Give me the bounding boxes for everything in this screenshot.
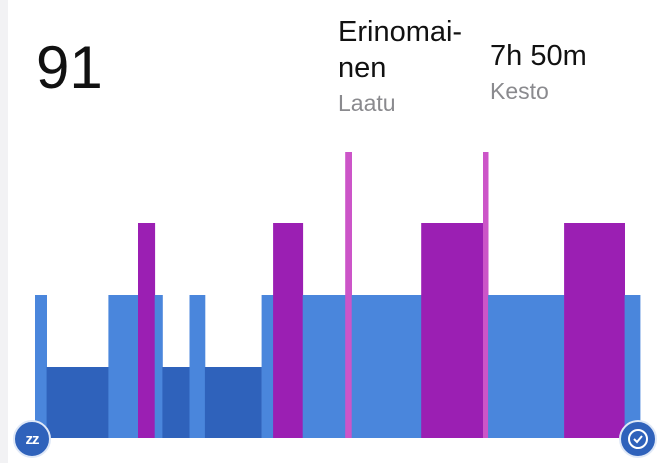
zz-glyph: zz [25, 430, 40, 448]
quality-value-line-1: Erinomai- [338, 16, 463, 48]
stage-bar-light [108, 295, 139, 438]
stage-bar-light [302, 295, 346, 438]
clock-check-icon[interactable] [619, 420, 657, 458]
stage-bar-light [488, 295, 565, 438]
stage-bar-light [624, 295, 641, 438]
stage-bar-rem [421, 223, 484, 438]
stage-bar-rem [273, 223, 304, 438]
stage-bar-deep [46, 367, 109, 438]
stage-bar-awake [345, 152, 352, 438]
stage-bar-light [261, 295, 274, 438]
quality-metric: Erinomai- nen Laatu [338, 14, 488, 118]
left-edge [0, 0, 8, 463]
stage-bar-light [154, 295, 163, 438]
quality-value-line-2: nen [338, 52, 387, 84]
stage-bar-deep [162, 367, 190, 438]
stage-bar-rem [564, 223, 625, 438]
sleep-score: 91 [36, 34, 103, 101]
quality-label: Laatu [338, 90, 396, 116]
check-circle-glyph [628, 429, 648, 449]
duration-metric: 7h 50m Kesto [490, 38, 587, 106]
stage-bar-light [351, 295, 422, 438]
quality-value: Erinomai- nen [338, 14, 488, 86]
sleep-start-icon[interactable]: zz [13, 420, 51, 458]
stage-bar-rem [138, 223, 156, 438]
stage-bar-light [35, 295, 47, 438]
stage-bar-deep [204, 367, 262, 438]
duration-label: Kesto [490, 78, 549, 104]
stage-bar-light [189, 295, 206, 438]
stage-bar-awake [483, 152, 489, 438]
duration-value: 7h 50m [490, 40, 587, 72]
